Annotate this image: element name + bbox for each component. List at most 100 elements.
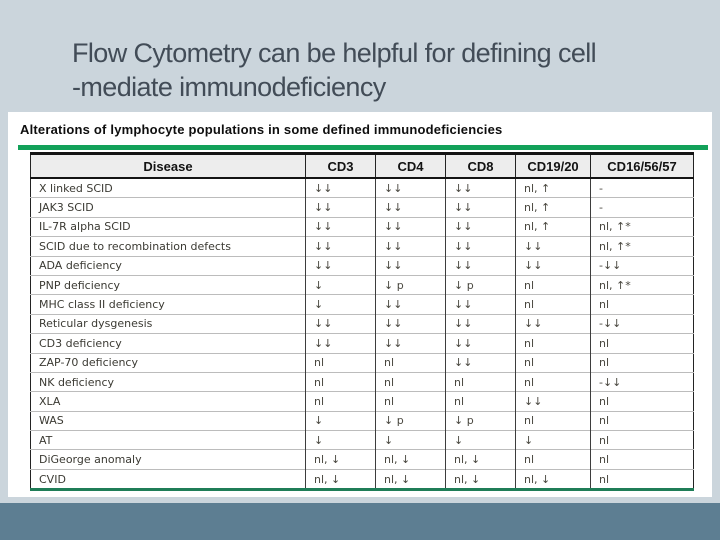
value-cell: nl, ↑: [515, 216, 591, 237]
table-row: CVID nl, ↓ nl, ↓ nl, ↓ nl, ↓ nl: [30, 468, 694, 490]
table-row: WAS ↓ ↓ p ↓ p nl nl: [30, 410, 694, 431]
value-cell: ↓↓: [375, 313, 446, 334]
table-row: PNP deficiency ↓ ↓ p ↓ p nl nl, ↑*: [30, 274, 694, 295]
value-cell: nl: [515, 449, 591, 470]
value-cell: -: [590, 197, 694, 218]
value-cell: ↓↓: [445, 197, 516, 218]
column-header-cd3: CD3: [305, 153, 376, 179]
table-body: X linked SCID ↓↓ ↓↓ ↓↓ nl, ↑ - JAK3 SCID ↓↓ ↓↓ ↓↓…: [30, 178, 694, 490]
value-cell: ↓↓: [305, 197, 376, 218]
header-row: Disease CD3 CD4 CD8 CD19/20 CD16/56/57: [30, 153, 694, 179]
table-row: SCID due to recombination defects ↓↓ ↓↓ ↓↓ ↓…: [30, 236, 694, 257]
value-cell: ↓↓: [515, 236, 591, 257]
disease-cell: CVID: [30, 468, 306, 490]
value-cell: ↓↓: [445, 255, 516, 276]
table-caption: Alterations of lymphocyte populations in…: [20, 122, 503, 137]
value-cell: ↓↓: [375, 216, 446, 237]
value-cell: ↓: [445, 430, 516, 450]
value-cell: nl: [590, 430, 694, 450]
column-header-disease: Disease: [30, 153, 306, 179]
value-cell: ↓↓: [375, 333, 446, 354]
value-cell: nl: [515, 333, 591, 354]
disease-cell: NK deficiency: [30, 371, 306, 392]
value-cell: nl: [590, 333, 694, 354]
value-cell: ↓↓: [375, 255, 446, 276]
immunodeficiency-table: Disease CD3 CD4 CD8 CD19/20 CD16/56/57 X…: [30, 152, 694, 492]
table-row: DiGeorge anomaly nl, ↓ nl, ↓ nl, ↓ nl nl: [30, 449, 694, 470]
table-row: NK deficiency nl nl nl nl -↓↓: [30, 371, 694, 392]
value-cell: nl, ↑*: [590, 216, 694, 237]
value-cell: nl: [375, 391, 446, 412]
value-cell: ↓: [305, 410, 376, 431]
table-row: X linked SCID ↓↓ ↓↓ ↓↓ nl, ↑ -: [31, 178, 694, 198]
slide-title: Flow Cytometry can be helpful for defini…: [72, 36, 692, 104]
column-header-cd4: CD4: [375, 153, 446, 179]
value-cell: nl: [305, 352, 376, 373]
value-cell: -↓↓: [590, 313, 694, 334]
table-row: ADA deficiency ↓↓ ↓↓ ↓↓ ↓↓ -↓↓: [30, 255, 694, 276]
value-cell: nl: [445, 371, 516, 392]
value-cell: nl: [590, 294, 694, 315]
value-cell: ↓ p: [375, 274, 446, 295]
value-cell: nl, ↑: [515, 197, 591, 218]
value-cell: ↓↓: [305, 313, 376, 334]
value-cell: nl, ↑: [515, 178, 591, 198]
table-row: IL-7R alpha SCID ↓↓ ↓↓ ↓↓ nl, ↑ nl, ↑*: [30, 216, 694, 237]
disease-cell: SCID due to recombination defects: [30, 236, 306, 257]
slide-title-line1: Flow Cytometry can be helpful for defini…: [72, 38, 597, 68]
disease-cell: XLA: [30, 391, 306, 412]
value-cell: ↓↓: [375, 197, 446, 218]
disease-cell: X linked SCID: [39, 181, 113, 195]
value-cell: nl: [590, 352, 694, 373]
value-cell: ↓↓: [515, 313, 591, 334]
value-cell: nl, ↓: [445, 468, 516, 490]
disease-cell: DiGeorge anomaly: [30, 449, 306, 470]
value-cell: nl: [375, 352, 446, 373]
disease-cell: MHC class II deficiency: [30, 294, 306, 315]
value-cell: nl, ↓: [305, 449, 376, 470]
disease-cell: WAS: [30, 410, 306, 431]
value-cell: nl: [590, 410, 694, 431]
disease-cell: CD3 deficiency: [30, 333, 306, 354]
value-cell: ↓↓: [515, 255, 591, 276]
value-cell: ↓↓: [445, 333, 516, 354]
accent-bar: [18, 145, 708, 150]
value-cell: nl: [375, 371, 446, 392]
value-cell: ↓: [305, 274, 376, 295]
disease-cell: JAK3 SCID: [30, 197, 306, 218]
value-cell: ↓↓: [305, 216, 376, 237]
value-cell: nl, ↓: [305, 468, 376, 490]
value-cell: nl, ↓: [375, 468, 446, 490]
table-row: ZAP-70 deficiency nl nl ↓↓ nl nl: [30, 352, 694, 373]
table-header: Disease CD3 CD4 CD8 CD19/20 CD16/56/57: [30, 153, 694, 179]
value-cell: ↓: [515, 430, 591, 450]
value-cell: -: [590, 178, 694, 198]
value-cell: ↓↓: [445, 313, 516, 334]
value-cell: ↓↓: [445, 294, 516, 315]
value-cell: nl, ↓: [375, 449, 446, 470]
value-cell: nl, ↑*: [590, 274, 694, 295]
table-row: XLA nl nl nl ↓↓ nl: [30, 391, 694, 412]
value-cell: nl: [590, 391, 694, 412]
table-row: MHC class II deficiency ↓ ↓↓ ↓↓ nl nl: [30, 294, 694, 315]
table-row: CD3 deficiency ↓↓ ↓↓ ↓↓ nl nl: [30, 333, 694, 354]
table-row: Reticular dysgenesis ↓↓ ↓↓ ↓↓ ↓↓ -↓↓: [30, 313, 694, 334]
column-header-cd16-56-57: CD16/56/57: [590, 153, 694, 179]
value-cell: ↓↓: [445, 178, 516, 198]
table-panel: Alterations of lymphocyte populations in…: [8, 112, 712, 497]
value-cell: -↓↓: [590, 255, 694, 276]
value-cell: nl: [515, 371, 591, 392]
disease-cell: AT: [30, 430, 306, 450]
value-cell: nl: [445, 391, 516, 412]
value-cell: ↓↓: [375, 236, 446, 257]
value-cell: ↓: [305, 430, 376, 450]
disease-cell: Reticular dysgenesis: [30, 313, 306, 334]
value-cell: nl: [515, 352, 591, 373]
value-cell: nl, ↑*: [590, 236, 694, 257]
value-cell: ↓↓: [515, 391, 591, 412]
value-cell: ↓↓: [445, 236, 516, 257]
value-cell: nl: [590, 449, 694, 470]
value-cell: ↓ p: [445, 410, 516, 431]
value-cell: ↓↓: [305, 333, 376, 354]
